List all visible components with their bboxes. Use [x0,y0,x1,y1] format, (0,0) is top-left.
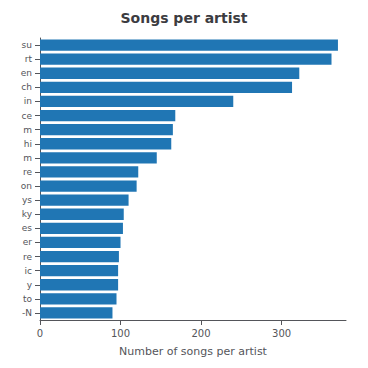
svg-text:es: es [22,223,33,233]
svg-text:ys: ys [22,195,32,205]
svg-text:ch: ch [21,82,32,92]
svg-text:100: 100 [111,328,130,339]
svg-text:200: 200 [192,328,211,339]
svg-text:ic: ic [25,266,33,276]
svg-text:er: er [23,237,33,247]
svg-text:ky: ky [22,209,33,219]
svg-text:-N: -N [22,308,32,318]
svg-text:ce: ce [22,111,33,121]
svg-text:re: re [23,167,33,177]
svg-text:en: en [21,68,32,78]
svg-text:Songs per artist: Songs per artist [120,10,247,26]
svg-text:on: on [21,181,32,191]
svg-text:hi: hi [24,139,32,149]
svg-text:Number of songs per artist: Number of songs per artist [119,345,268,358]
svg-text:rt: rt [25,54,33,64]
svg-text:re: re [23,252,33,262]
svg-text:su: su [22,40,32,50]
svg-text:y: y [27,280,33,290]
svg-text:0: 0 [37,328,43,339]
svg-text:m: m [23,125,32,135]
svg-text:m: m [23,153,32,163]
svg-text:300: 300 [272,328,291,339]
svg-text:in: in [24,96,32,106]
svg-text:to: to [23,294,33,304]
